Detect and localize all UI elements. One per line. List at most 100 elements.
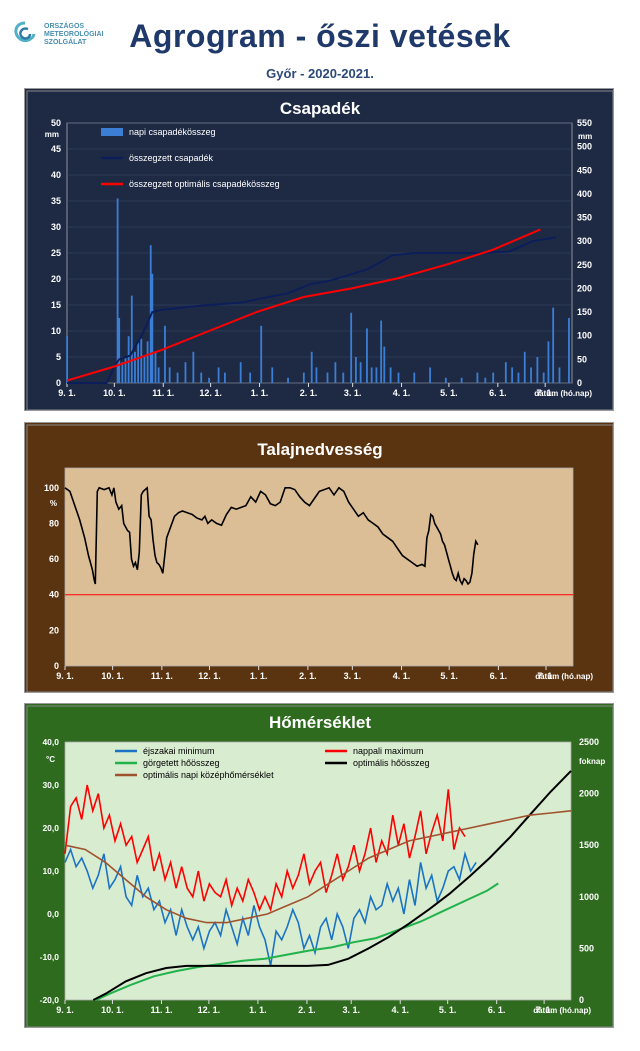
panel-border	[26, 90, 613, 410]
precip-bar	[134, 351, 136, 383]
precip-bar	[558, 367, 561, 383]
logo-text: ORSZÁGOS METEOROLÓGIAI SZOLGÁLAT	[44, 23, 104, 47]
plot-area	[64, 741, 572, 1001]
x-tick-label: 1. 1.	[249, 1005, 267, 1015]
y-tick-label: 60	[49, 554, 59, 564]
precip-bar	[342, 372, 345, 383]
precip-bar	[504, 362, 507, 383]
soil-moisture-line	[64, 486, 479, 586]
precip-bar	[484, 377, 487, 383]
logo-line-1: ORSZÁGOS	[44, 23, 85, 30]
y-tick-label-right: 100	[577, 331, 592, 341]
x-tick-label: 6. 1.	[489, 388, 507, 398]
precip-bar	[389, 367, 392, 383]
y-tick-label-left: 5	[56, 352, 61, 362]
y-tick-label-left: 20	[51, 274, 61, 284]
x-tick-label: 7. 1.	[536, 388, 554, 398]
precip-bar	[460, 377, 463, 383]
x-tick-label: 9. 1.	[58, 388, 76, 398]
x-tick-label: 7. 1.	[537, 671, 555, 681]
precip-bar	[154, 351, 157, 383]
y-tick-label-left: 35	[51, 196, 61, 206]
y-axis-label-left: °C	[46, 755, 55, 764]
x-axis-label: dátum (hó.nap)	[535, 672, 593, 681]
temperature-series-2	[95, 882, 499, 1001]
precip-bar	[249, 372, 252, 383]
temperature-series-4	[64, 810, 572, 924]
y-tick-label-right: 2500	[579, 737, 599, 747]
precip-bar	[302, 372, 305, 383]
legend-label: összegzett optimális csapadékösszeg	[129, 179, 280, 189]
legend-swatch-bar	[101, 128, 123, 136]
precip-bar	[511, 367, 514, 383]
precip-bar	[517, 372, 520, 383]
precip-bar	[217, 367, 220, 383]
y-tick-label-right: 1500	[579, 840, 599, 850]
y-tick-label-left: -20,0	[40, 995, 60, 1005]
y-tick-label-right: 400	[577, 189, 592, 199]
y-tick-label-left: 50	[51, 118, 61, 128]
x-tick-label: 2. 1.	[299, 671, 317, 681]
x-tick-label: 12. 1.	[199, 388, 222, 398]
precip-bar	[359, 362, 362, 383]
y-tick-label-left: 20,0	[42, 823, 59, 833]
y-tick-label-right: 1000	[579, 892, 599, 902]
x-tick-label: 1. 1.	[250, 671, 268, 681]
x-tick-label: 3. 1.	[342, 1005, 360, 1015]
page-subtitle: Győr - 2020-2021.	[266, 66, 374, 81]
precip-bar	[151, 273, 154, 383]
precip-bar	[146, 341, 149, 383]
precip-bar	[326, 372, 329, 383]
soil-moisture-chart: Talajnedvesség 0 20 40 60 80 100% 9. 1. 10. 1. 11…	[24, 422, 614, 693]
precip-bar	[375, 367, 378, 383]
precip-bar	[121, 362, 124, 383]
logo-swirl-icon	[14, 21, 36, 43]
precip-bar	[366, 328, 368, 383]
y-tick-label-right: 450	[577, 165, 592, 175]
precip-bar	[492, 372, 495, 383]
precip-bar	[208, 377, 211, 383]
x-tick-label: 5. 1.	[440, 671, 458, 681]
precip-bar	[224, 372, 226, 383]
x-axis-label: dátum (hó.nap)	[533, 1006, 591, 1015]
x-tick-label: 10. 1.	[101, 671, 124, 681]
y-tick-label-left: 45	[51, 144, 61, 154]
precip-bar	[444, 377, 447, 383]
y-tick-label-left: 40	[51, 170, 61, 180]
legend-label: optimális hőösszeg	[353, 758, 430, 768]
precip-bar	[413, 372, 416, 383]
x-tick-label: 10. 1.	[103, 388, 126, 398]
x-tick-label: 9. 1.	[56, 671, 74, 681]
legend-label: napi csapadékösszeg	[129, 127, 216, 137]
y-axis-label-left: mm	[45, 130, 59, 139]
y-tick-label-right: 550	[577, 118, 592, 128]
series-line-2	[66, 228, 541, 382]
precip-bar	[239, 362, 242, 383]
y-tick-label-right: 0	[579, 995, 584, 1005]
precip-bar	[124, 357, 127, 383]
y-tick-label-right: 250	[577, 260, 592, 270]
precip-bar	[429, 367, 431, 383]
precip-bar	[192, 351, 195, 383]
precip-bar	[370, 367, 373, 383]
precip-bar	[164, 325, 166, 383]
plot-area	[64, 467, 574, 667]
y-axis-label-right: foknap	[579, 757, 605, 766]
precip-bar	[130, 295, 133, 383]
precip-bar	[176, 372, 179, 383]
precip-bar	[397, 372, 400, 383]
series-line-1	[67, 236, 557, 384]
x-tick-label: 7. 1.	[535, 1005, 553, 1015]
precip-bar	[118, 318, 121, 383]
y-tick-label-right: 2000	[579, 789, 599, 799]
x-tick-label: 5. 1.	[439, 1005, 457, 1015]
precip-bar	[542, 372, 545, 383]
x-tick-label: 11. 1.	[152, 388, 174, 398]
logo-line-3: SZOLGÁLAT	[44, 39, 87, 46]
x-tick-label: 11. 1.	[151, 671, 173, 681]
y-tick-label-left: 10	[51, 326, 61, 336]
y-tick-label-right: 500	[579, 943, 594, 953]
x-axis-label: dátum (hó.nap)	[534, 389, 592, 398]
precip-bar	[66, 336, 68, 383]
precip-bar	[547, 341, 550, 383]
